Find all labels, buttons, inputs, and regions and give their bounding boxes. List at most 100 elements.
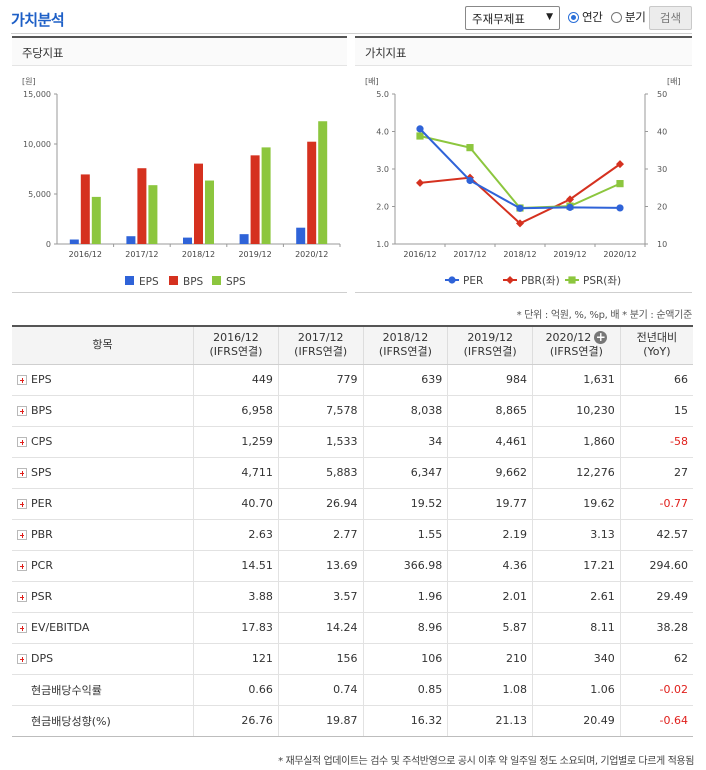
value-cell: 1.55 [362,519,448,551]
value-cell: 2.77 [277,519,364,551]
radio-quarter[interactable]: 분기 [611,9,646,25]
point-pbr [566,195,574,204]
point-psr [416,132,424,140]
value-cell: 20.49 [532,705,621,737]
search-button[interactable]: 검색 [649,6,692,30]
value-cell: 1.08 [447,674,533,706]
yoy-cell: -0.77 [619,488,693,520]
per-share-chart-panel: 주당지표 [원] 0 5,000 10,000 15,000 2016/12 2017/12… [12,36,347,293]
x-tick-label: 2016/12 [403,250,436,259]
point-per [516,204,524,212]
value-cell: 9,662 [447,457,533,489]
row-label-cell[interactable]: DPS [12,643,194,675]
yoy-cell: 42.57 [619,519,693,551]
row-label-cell[interactable]: PSR [12,581,194,613]
unit-note: * 단위 : 억원, %, %p, 배 * 분기 : 순액기준 [516,310,693,321]
legend-label: PBR(좌) [521,275,560,287]
column-header-line2: (YoY) [643,345,671,359]
value-cell: 1,259 [193,426,279,458]
select-value: 주재무제표 [472,12,525,26]
section-title: 가치분석 [11,11,65,29]
y-tick-label-right: 40 [657,128,667,137]
value-cell: 4.36 [447,550,533,582]
value-cell: 0.66 [193,674,279,706]
value-cell: 0.85 [362,674,448,706]
row-label-cell[interactable]: EPS [12,364,194,396]
expand-row-icon[interactable] [17,437,27,447]
value-cell: 10,230 [532,395,621,427]
expand-row-icon[interactable] [17,499,27,509]
y-tick-label-left: 2.0 [376,203,389,212]
expand-row-icon[interactable] [17,468,27,478]
bar-bps [137,168,147,244]
y-tick-label-left: 1.0 [376,240,389,249]
row-label: SPS [31,466,52,479]
row-label-cell[interactable]: CPS [12,426,194,458]
value-cell: 8,865 [447,395,533,427]
radio-unselected-icon [611,11,622,23]
bar-bps [250,155,260,244]
row-label-cell: 현금배당수익률 [12,674,194,706]
statement-type-select[interactable]: 주재무제표 ▼ [465,6,560,30]
value-cell: 19.52 [362,488,448,520]
expand-row-icon[interactable] [17,654,27,664]
value-cell: 2.19 [447,519,533,551]
expand-row-icon[interactable] [17,530,27,540]
row-label-cell[interactable]: EV/EBITDA [12,612,194,644]
column-header-line2: (IFRS연결) [209,345,263,359]
row-label: CPS [31,435,53,448]
bar-sps [261,147,271,244]
row-label-cell[interactable]: PCR [12,550,194,582]
per-share-chart-title: 주당지표 [12,38,347,66]
value-cell: 7,578 [277,395,364,427]
yoy-cell: 29.49 [619,581,693,613]
value-cell: 5.87 [447,612,533,644]
expand-row-icon[interactable] [17,561,27,571]
value-cell: 17.83 [193,612,279,644]
row-label: BPS [31,404,53,417]
column-header: 항목 [12,325,194,365]
y-tick-label-left: 3.0 [376,165,389,174]
table-row: DPS 121 156 106 210 340 62 [12,643,693,675]
bar-sps [318,121,328,244]
per-share-bar-chart: [원] 0 5,000 10,000 15,000 2016/12 2017/12 2018/… [22,77,341,288]
line-pbr [419,163,621,225]
row-label-cell[interactable]: SPS [12,457,194,489]
value-cell: 8.96 [362,612,448,644]
x-tick-label: 2019/12 [553,250,586,259]
column-header-line2: (IFRS연결) [463,345,517,359]
value-cell: 2.63 [193,519,279,551]
table-row: SPS 4,711 5,883 6,347 9,662 12,276 27 [12,457,693,489]
radio-annual[interactable]: 연간 [568,9,603,25]
row-label: 현금배당성향(%) [31,714,111,728]
expand-row-icon[interactable] [17,623,27,633]
y-tick-label-right: 20 [657,203,667,212]
expand-columns-icon[interactable]: + [594,330,608,345]
x-tick-label: 2020/12 [295,250,328,259]
bar-bps [307,141,317,244]
column-header-line2: (IFRS연결) [378,345,432,359]
legend-label: PER [463,275,483,287]
value-cell: 40.70 [193,488,279,520]
valuation-table: 항목 2016/12 (IFRS연결) 2017/12 (IFRS연결) 2018/12(… [12,325,693,737]
expand-row-icon[interactable] [17,592,27,602]
point-pbr [416,178,424,187]
valuation-line-chart: [배] [배] 1.0 2.0 3.0 4.0 5.0 10 20 30 40 50 2016/12 20… [365,77,681,287]
column-header-line1: 2018/12 [382,331,429,345]
expand-row-icon[interactable] [17,375,27,385]
legend-marker-eps [125,276,134,285]
expand-row-icon[interactable] [17,406,27,416]
table-row: EV/EBITDA 17.83 14.24 8.96 5.87 8.11 38.28 [12,612,693,644]
column-header-line1: 2019/12 [467,331,514,345]
column-header-line1: 항목 [92,338,113,352]
y-axis-unit-left: [배] [365,77,379,86]
row-label-cell[interactable]: BPS [12,395,194,427]
row-label-cell[interactable]: PER [12,488,194,520]
yoy-cell: 15 [619,395,693,427]
row-label-cell[interactable]: PBR [12,519,194,551]
table-row: PBR 2.63 2.77 1.55 2.19 3.13 42.57 [12,519,693,551]
y-tick-label: 10,000 [23,140,51,149]
bar-eps [126,236,136,244]
value-cell: 13.69 [277,550,364,582]
point-pbr [516,219,524,228]
